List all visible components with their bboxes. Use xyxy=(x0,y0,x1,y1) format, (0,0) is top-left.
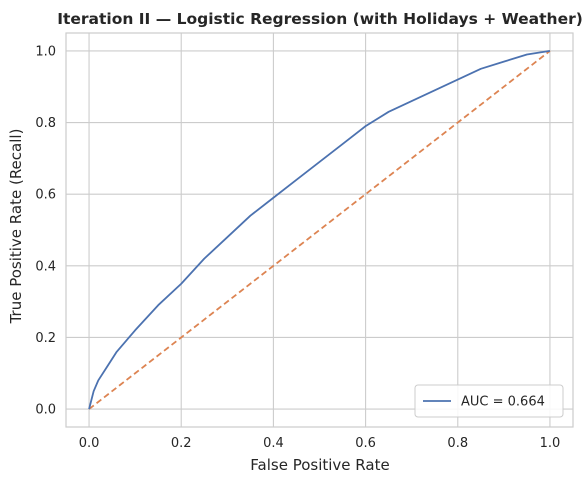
plot-area: 0.0 0.2 0.4 0.6 0.8 1.0 0.0 0.2 0.4 0.6 0.8 1.0 AUC … xyxy=(35,32,574,451)
y-tick-label: 0.4 xyxy=(35,259,56,274)
legend-label-roc: AUC = 0.664 xyxy=(461,395,545,410)
x-tick-label: 0.2 xyxy=(171,436,192,451)
y-tick-label: 0.2 xyxy=(35,331,56,346)
roc-curve-line xyxy=(88,50,551,410)
y-tick-label: 0.6 xyxy=(35,188,56,203)
y-tick-label: 0.0 xyxy=(35,403,56,418)
x-axis-label: False Positive Rate xyxy=(250,456,389,474)
legend-box xyxy=(414,384,564,418)
x-tick-label: 0.4 xyxy=(263,436,284,451)
x-tick-label: 0.0 xyxy=(79,436,100,451)
y-tick-label: 1.0 xyxy=(35,44,56,59)
x-tick-label: 0.8 xyxy=(447,436,468,451)
chance-diagonal-line xyxy=(88,50,551,410)
y-tick-label: 0.8 xyxy=(35,116,56,131)
plot-frame xyxy=(65,32,574,428)
y-axis-label: True Positive Rate (Recall) xyxy=(7,129,25,325)
x-tick-label: 0.6 xyxy=(355,436,376,451)
x-tick-label: 1.0 xyxy=(540,436,561,451)
chart-title: Iteration II — Logistic Regression (with… xyxy=(57,10,583,28)
